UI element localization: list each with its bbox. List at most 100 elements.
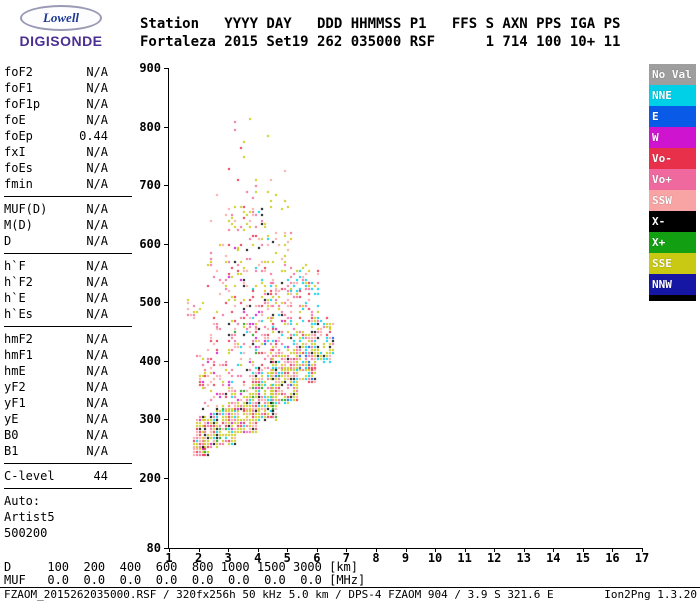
parameter-value: N/A	[86, 234, 108, 248]
x-tick-label: 7	[342, 551, 350, 565]
legend-entry: SSW	[649, 190, 696, 211]
parameter-section: hmF2 N/A hmF1 N/A hmE N/A yF2 N/A yF1 N/A yE N/A B0 N…	[4, 331, 132, 459]
legend-label: W	[652, 131, 659, 144]
parameter-value: N/A	[86, 145, 108, 159]
x-axis-tick	[582, 548, 584, 552]
separator-line	[4, 196, 132, 197]
legend-label: X-	[652, 215, 666, 228]
x-tick-label: 2	[194, 551, 203, 565]
x-axis-tick	[346, 548, 348, 552]
x-tick-label: 3	[224, 551, 232, 565]
parameters-panel: foF2 N/A foF1 N/A foF1p N/A foE N/A foEp 0.44 fxI N…	[4, 64, 132, 541]
parameter-value: N/A	[86, 97, 108, 111]
parameter-section: Auto: Artist5 500200	[4, 493, 132, 541]
parameter-value: N/A	[86, 202, 108, 216]
parameter-row: MUF(D) N/A	[4, 201, 108, 217]
parameter-label: foEp	[4, 129, 33, 143]
y-tick-label: 500	[139, 295, 161, 310]
parameter-label: hmE	[4, 364, 26, 378]
parameter-row: foE N/A	[4, 112, 108, 128]
x-tick-label: 10	[427, 551, 443, 565]
y-tick-label: 300	[139, 412, 161, 427]
parameter-row: Artist5	[4, 509, 108, 525]
parameter-label: D	[4, 234, 12, 248]
x-axis-tick	[612, 548, 614, 552]
legend-entry: E	[649, 106, 696, 127]
parameter-label: yF2	[4, 380, 26, 394]
parameter-row: yF2 N/A	[4, 379, 108, 395]
parameter-value: N/A	[86, 412, 108, 426]
y-axis-tick	[164, 126, 169, 128]
legend-entry: NNW	[649, 274, 696, 295]
legend-label: Vo+	[652, 173, 672, 186]
legend-entry: X-	[649, 211, 696, 232]
x-axis-tick	[405, 548, 407, 552]
parameter-label: C-level	[4, 469, 55, 483]
x-tick-label: 5	[283, 551, 291, 565]
parameter-section: foF2 N/A foF1 N/A foF1p N/A foE N/A foEp 0.44 fxI N…	[4, 64, 132, 192]
parameter-section: C-level 44	[4, 468, 132, 484]
separator-line	[4, 488, 132, 489]
parameter-row: B1 N/A	[4, 443, 108, 459]
y-tick-label: 600	[139, 236, 161, 251]
parameter-row: M(D) N/A	[4, 217, 108, 233]
parameter-value: N/A	[86, 81, 108, 95]
parameter-label: fmin	[4, 177, 33, 191]
ionogram-scatter-canvas	[169, 68, 642, 548]
x-axis-tick	[169, 548, 170, 552]
legend-label: No Val	[652, 68, 692, 81]
x-tick-label: 17	[634, 551, 650, 565]
y-tick-label: 900	[139, 61, 161, 75]
x-axis-tick	[287, 548, 289, 552]
lowell-logo-oval: Lowell	[20, 5, 102, 31]
legend-label: NNW	[652, 278, 672, 291]
x-tick-label: 9	[401, 551, 410, 565]
y-axis-tick	[164, 419, 169, 421]
digisonde-logo: Lowell DIGISONDE	[8, 5, 114, 49]
parameter-value: N/A	[86, 113, 108, 127]
parameter-label: h`F	[4, 259, 26, 273]
d-row: D 100 200 400 600 800 1000 1500 3000 [km…	[4, 560, 359, 574]
parameter-row: hmF2 N/A	[4, 331, 108, 347]
x-tick-label: 14	[546, 551, 561, 565]
y-tick-label: 400	[139, 353, 161, 368]
x-axis-tick	[198, 548, 200, 552]
parameter-value: N/A	[86, 161, 108, 175]
parameter-label: h`Es	[4, 307, 33, 321]
parameter-row: foF1p N/A	[4, 96, 108, 112]
parameter-row: h`E N/A	[4, 290, 108, 306]
y-axis-tick	[164, 548, 169, 549]
separator-line	[4, 326, 132, 327]
x-axis-tick	[316, 548, 318, 552]
x-axis-tick	[257, 548, 259, 552]
legend-label: Vo-	[652, 152, 672, 165]
legend-label: E	[652, 110, 659, 123]
y-axis-tick	[164, 302, 169, 304]
parameter-row: foEs N/A	[4, 160, 108, 176]
parameter-row: foF2 N/A	[4, 64, 108, 80]
legend-label: SSW	[652, 194, 672, 207]
x-tick-label: 13	[516, 551, 531, 565]
x-tick-label: 1	[165, 551, 173, 565]
parameter-row: foF1 N/A	[4, 80, 108, 96]
parameter-row: fmin N/A	[4, 176, 108, 192]
legend-entry: Vo+	[649, 169, 696, 190]
x-tick-label: 4	[254, 551, 262, 565]
parameter-row: yF1 N/A	[4, 395, 108, 411]
program-version: Ion2Png 1.3.20	[604, 588, 697, 601]
parameter-label: B1	[4, 444, 19, 458]
parameter-label: foF2	[4, 65, 33, 79]
parameter-row: D N/A	[4, 233, 108, 249]
parameter-row: fxI N/A	[4, 144, 108, 160]
parameter-value: N/A	[86, 218, 108, 232]
x-axis-tick	[523, 548, 525, 552]
parameter-label: M(D)	[4, 218, 33, 232]
parameter-value: N/A	[86, 291, 108, 305]
y-axis-tick	[164, 243, 169, 245]
legend-entry: SSE	[649, 253, 696, 274]
doppler-legend: No Val NNE E W Vo- Vo+ SSW X- X+ SSE NNW	[649, 64, 696, 301]
parameter-label: fxI	[4, 145, 26, 159]
y-tick-label: 700	[139, 178, 161, 193]
parameter-value: N/A	[86, 65, 108, 79]
x-tick-label: 11	[457, 551, 472, 565]
